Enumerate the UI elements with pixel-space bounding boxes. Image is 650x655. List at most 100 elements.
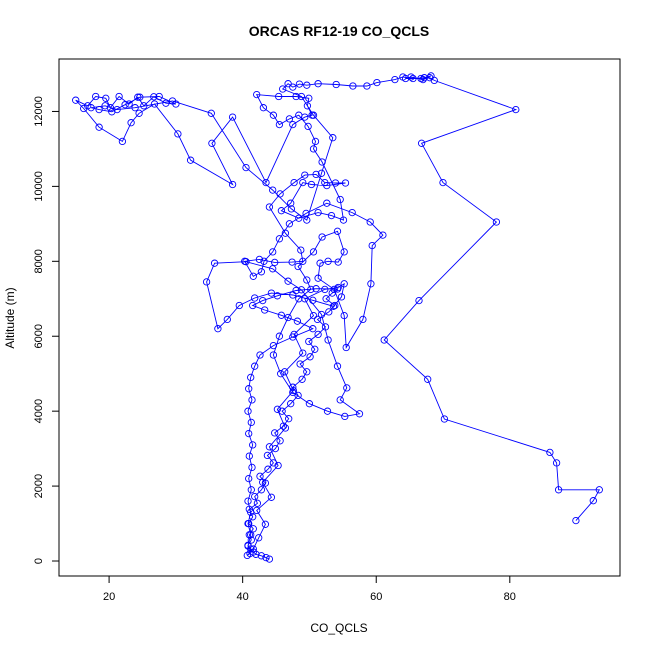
data-point	[289, 383, 297, 391]
data-point	[244, 497, 252, 505]
data-point	[337, 293, 346, 301]
data-point	[367, 280, 375, 288]
data-point	[256, 472, 264, 480]
data-point	[546, 448, 554, 457]
data-point	[336, 396, 344, 404]
data-point	[552, 459, 561, 467]
data-point	[249, 545, 257, 553]
data-point	[314, 274, 322, 282]
y-axis: 0 2000 4000 6000 8000 10000 12000	[33, 96, 60, 564]
data-point	[245, 429, 253, 438]
data-point	[251, 492, 259, 501]
data-point	[303, 276, 311, 284]
data-point	[214, 325, 222, 333]
data-point	[329, 302, 338, 310]
y-tick-label: 0	[33, 558, 45, 564]
data-point	[248, 463, 256, 472]
data-point	[327, 211, 336, 220]
data-point	[512, 105, 520, 114]
x-tick-label: 40	[237, 591, 249, 603]
data-point	[262, 178, 270, 187]
data-point	[244, 542, 252, 550]
data-point	[235, 301, 243, 310]
data-point	[249, 513, 257, 521]
data-point	[307, 180, 316, 189]
x-tick-label: 20	[103, 591, 115, 603]
data-point	[289, 291, 297, 299]
data-point	[321, 285, 329, 294]
data-point	[264, 465, 272, 473]
data-point	[298, 375, 306, 383]
data-point	[314, 80, 322, 88]
data-point	[277, 311, 286, 319]
data-point	[323, 181, 331, 190]
data-point	[127, 119, 135, 127]
data-point	[115, 92, 123, 101]
data-point	[332, 80, 340, 89]
data-point	[341, 179, 350, 187]
data-point	[379, 231, 387, 239]
data-point	[261, 520, 270, 528]
data-point	[342, 343, 350, 352]
data-point	[325, 308, 333, 316]
data-point	[72, 96, 80, 104]
data-point	[285, 220, 294, 228]
data-point	[135, 109, 143, 117]
data-point	[312, 170, 320, 179]
data-point	[271, 258, 279, 267]
data-point	[255, 255, 264, 264]
data-point	[424, 375, 432, 383]
data-point	[322, 295, 330, 303]
data-point	[328, 289, 336, 297]
data-point	[267, 289, 276, 297]
data-point	[305, 400, 314, 408]
data-point	[299, 349, 307, 357]
data-point	[301, 113, 309, 121]
y-tick-label: 12000	[33, 96, 45, 127]
y-tick-label: 4000	[33, 399, 45, 423]
data-point	[95, 105, 103, 114]
data-point	[339, 216, 348, 224]
data-point	[340, 248, 348, 256]
data-point	[274, 461, 282, 470]
data-point	[595, 486, 603, 494]
data-point	[253, 499, 262, 507]
data-point	[321, 323, 330, 331]
data-point	[279, 422, 288, 430]
data-point	[259, 104, 268, 112]
data-point	[331, 179, 340, 187]
data-point	[589, 497, 597, 505]
data-point	[309, 248, 318, 256]
data-point	[295, 295, 303, 303]
data-point	[363, 82, 371, 90]
data-point	[208, 139, 216, 147]
data-point	[276, 190, 284, 198]
data-point	[275, 332, 284, 340]
series-line	[75, 75, 601, 560]
data-point	[261, 306, 269, 314]
plot-box	[58, 58, 621, 577]
data-point	[305, 337, 313, 346]
data-point	[373, 78, 381, 87]
data-point	[341, 412, 349, 421]
data-point	[87, 104, 95, 112]
data-point	[309, 311, 318, 320]
data-point	[273, 405, 282, 413]
data-point	[273, 292, 282, 300]
data-point	[333, 362, 342, 370]
data-point	[249, 525, 257, 533]
data-point	[121, 101, 129, 109]
data-point	[297, 246, 305, 254]
data-point	[415, 296, 423, 305]
data-point	[317, 169, 326, 177]
series-layer	[72, 72, 603, 563]
data-point	[281, 424, 290, 432]
data-point	[303, 216, 311, 224]
data-point	[134, 93, 142, 101]
data-point	[295, 80, 304, 88]
data-point	[245, 452, 253, 460]
data-point	[331, 301, 339, 310]
data-point	[102, 94, 110, 102]
data-point	[297, 92, 306, 101]
data-point	[279, 85, 287, 93]
